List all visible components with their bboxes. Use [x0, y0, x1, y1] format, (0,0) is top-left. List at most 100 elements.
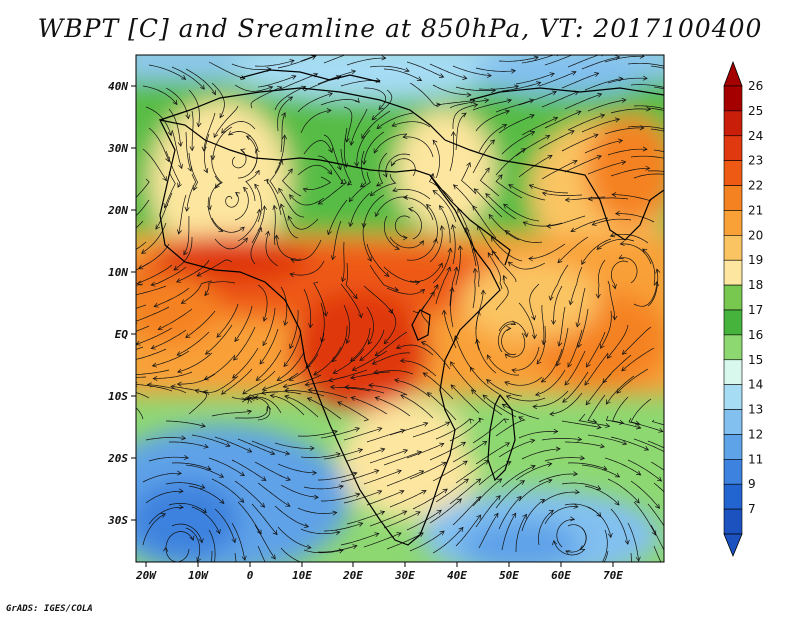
- streamline: [343, 490, 382, 504]
- streamline-arrow: [328, 147, 333, 154]
- streamline-arrow: [476, 514, 482, 520]
- streamline: [508, 184, 546, 201]
- streamline-arrow: [614, 500, 620, 506]
- streamline-arrow: [529, 131, 536, 136]
- streamline-arrow: [287, 96, 294, 102]
- streamline: [495, 416, 526, 437]
- streamline: [237, 501, 262, 535]
- streamline: [385, 153, 411, 178]
- streamline: [177, 352, 213, 373]
- streamline: [346, 57, 386, 66]
- streamline-arrow: [277, 86, 283, 91]
- streamline-arrow: [314, 494, 319, 500]
- streamline-arrow: [273, 576, 277, 580]
- colorbar-swatch: [723, 384, 743, 410]
- colorbar-label: 14: [748, 378, 763, 392]
- streamline-arrow: [150, 344, 156, 350]
- streamline: [482, 394, 517, 418]
- streamline-arrow: [552, 116, 559, 122]
- streamline: [529, 283, 540, 320]
- streamline-arrow: [655, 268, 661, 274]
- streamline: [429, 173, 454, 202]
- streamline-arrow: [592, 419, 598, 425]
- streamline: [142, 472, 182, 483]
- streamline-arrow: [430, 291, 435, 297]
- streamline-arrow: [138, 264, 144, 270]
- streamline: [234, 552, 237, 562]
- streamline-arrow: [303, 523, 310, 529]
- streamline: [303, 288, 312, 328]
- streamline-arrow: [130, 373, 134, 377]
- streamline-arrow: [155, 224, 161, 230]
- streamline-arrow: [170, 384, 176, 390]
- streamline-arrow: [523, 332, 529, 338]
- streamline: [277, 96, 293, 132]
- streamline: [250, 86, 282, 109]
- coastline-path: [411, 309, 431, 341]
- streamline-arrow: [476, 496, 482, 502]
- streamline-arrow: [235, 588, 239, 592]
- streamline-arrow: [172, 99, 178, 106]
- streamline-arrow: [265, 230, 271, 236]
- streamline: [204, 281, 236, 296]
- streamline-arrow: [233, 355, 239, 361]
- streamline: [305, 332, 325, 368]
- streamline: [208, 457, 245, 476]
- streamline: [408, 208, 422, 240]
- streamline-arrow: [473, 102, 479, 108]
- streamline: [538, 473, 578, 483]
- streamline-arrow: [432, 190, 438, 195]
- streamline-arrow: [596, 154, 602, 160]
- streamline-arrow: [666, 555, 670, 560]
- streamline-arrow: [575, 322, 581, 328]
- streamline-arrow: [344, 384, 350, 390]
- streamline: [250, 227, 262, 265]
- streamline-arrow: [317, 199, 323, 205]
- streamline: [383, 308, 397, 344]
- streamline-arrow: [541, 191, 548, 197]
- streamline-arrow: [253, 395, 259, 401]
- streamline-arrow: [367, 339, 373, 345]
- streamline-arrow: [214, 183, 220, 189]
- streamline-arrow: [178, 504, 184, 510]
- streamline: [214, 508, 236, 543]
- streamline-arrow: [585, 400, 591, 406]
- streamline-arrow: [502, 274, 508, 281]
- streamline: [549, 264, 569, 301]
- streamline: [369, 510, 407, 527]
- coastline-path: [444, 139, 664, 241]
- streamline-arrow: [599, 113, 606, 119]
- streamline: [455, 86, 496, 91]
- lon-label: 50E: [499, 569, 519, 582]
- streamline: [607, 280, 615, 320]
- streamline: [647, 503, 664, 527]
- streamline: [488, 214, 520, 241]
- streamline-arrow: [504, 353, 510, 359]
- streamline: [349, 171, 371, 202]
- streamline: [394, 379, 431, 398]
- streamline: [363, 470, 402, 485]
- streamline-arrow: [320, 337, 326, 343]
- streamline-arrow: [596, 485, 602, 490]
- streamline-arrow: [395, 344, 402, 350]
- streamline-arrow: [350, 69, 357, 75]
- streamline: [501, 327, 517, 355]
- streamline: [604, 127, 644, 135]
- streamline-arrow: [288, 376, 294, 381]
- streamline: [633, 281, 658, 307]
- streamline-arrow: [636, 424, 642, 430]
- streamline-arrow: [376, 181, 382, 187]
- streamline: [457, 208, 474, 246]
- streamline: [616, 368, 649, 394]
- streamline: [506, 395, 546, 402]
- streamline: [191, 506, 221, 534]
- streamline-arrow: [239, 497, 245, 503]
- streamline-arrow: [506, 98, 513, 104]
- streamline-arrow: [470, 389, 476, 395]
- streamline-arrow: [635, 420, 641, 426]
- streamline: [421, 341, 451, 370]
- streamline-arrow: [203, 168, 209, 174]
- lat-label: 20S: [107, 452, 128, 465]
- streamline-arrow: [272, 204, 278, 210]
- coastline-path: [239, 69, 381, 83]
